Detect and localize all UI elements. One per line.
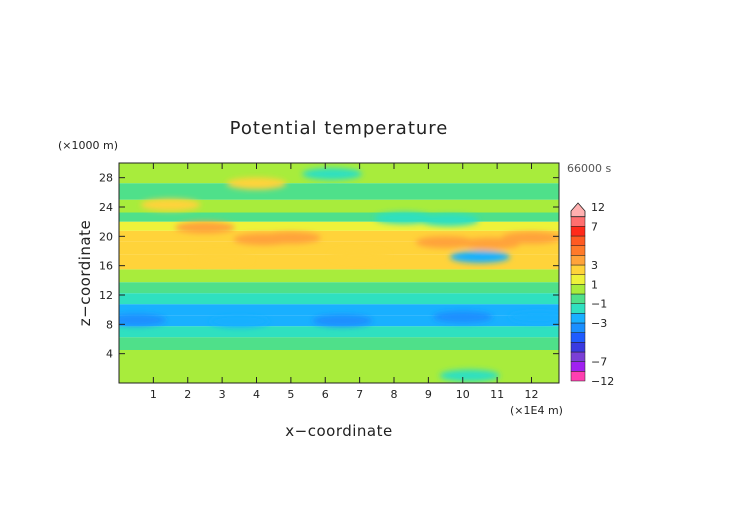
y-tick-label: 24	[99, 201, 113, 214]
y-tick-label: 20	[99, 230, 113, 243]
heatmap-anomaly	[439, 369, 500, 382]
heatmap-anomaly	[209, 315, 270, 328]
y-unit-label: (×1000 m)	[58, 139, 118, 152]
colorbar-label: −1	[591, 298, 607, 311]
time-label: 66000 s	[567, 162, 611, 175]
y-tick-label: 4	[106, 348, 113, 361]
heatmap-band	[119, 183, 559, 200]
heatmap-bands	[119, 163, 559, 383]
colorbar-swatch	[570, 303, 586, 314]
x-tick-label: 12	[525, 388, 539, 401]
heatmap-anomaly	[329, 249, 390, 262]
colorbar-swatch	[570, 361, 586, 372]
colorbar-swatch	[570, 284, 586, 295]
chart-title: Potential temperature	[230, 118, 449, 139]
heatmap-anomaly	[449, 250, 510, 263]
heatmap-band	[119, 221, 559, 231]
heatmap-anomaly	[226, 177, 287, 190]
heatmap-band	[119, 282, 559, 294]
colorbar-label: −3	[591, 317, 607, 330]
x-axis: 1 2 3 4 5 6 7 8 9 10 11 12	[150, 163, 539, 401]
y-tick-label: 8	[106, 318, 113, 331]
heatmap-band	[119, 293, 559, 305]
heatmap-band	[119, 230, 559, 242]
heatmap-anomalies	[119, 168, 559, 382]
heatmap-band	[119, 269, 559, 283]
colorbar-label: 1	[591, 278, 598, 291]
heatmap-anomaly	[192, 252, 253, 265]
y-tick-label: 28	[99, 172, 113, 185]
colorbar-swatch	[570, 342, 586, 353]
colorbar-swatch	[570, 274, 586, 285]
colorbar-swatch	[570, 293, 586, 304]
heatmap-anomaly	[260, 231, 321, 244]
plot-frame	[118, 162, 560, 384]
colorbar-swatch	[570, 313, 586, 324]
colorbar-swatch	[570, 332, 586, 343]
heatmap-anomaly	[302, 168, 363, 180]
heatmap-anomaly	[174, 221, 235, 234]
x-tick-label: 8	[391, 388, 398, 401]
colorbar-swatch	[570, 226, 586, 237]
heatmap-band	[119, 326, 559, 338]
x-tick-label: 10	[456, 388, 470, 401]
y-axis-title: z−coordinate	[76, 220, 94, 326]
colorbar-label: 3	[591, 259, 598, 272]
x-tick-label: 4	[253, 388, 260, 401]
y-axis: 4 8 12 16 20 24 28	[99, 172, 559, 361]
heatmap-band	[119, 337, 559, 350]
heatmap-anomaly	[415, 236, 476, 249]
x-tick-label: 11	[490, 388, 504, 401]
heatmap-band	[119, 212, 559, 222]
x-tick-label: 7	[356, 388, 363, 401]
x-axis-title: x−coordinate	[285, 422, 392, 440]
heatmap-anomaly	[432, 311, 493, 323]
heatmap-band	[119, 304, 559, 316]
colorbar-swatch	[570, 202, 586, 218]
y-tick-label: 16	[99, 260, 113, 273]
colorbar-swatch	[570, 351, 586, 362]
x-unit-label: (×1E4 m)	[510, 404, 563, 417]
colorbar-label: 12	[591, 201, 605, 214]
x-tick-label: 5	[287, 388, 294, 401]
colorbar-swatch	[570, 245, 586, 256]
heatmap-anomaly	[312, 314, 373, 327]
colorbar-swatch	[570, 371, 586, 382]
x-tick-label: 3	[219, 388, 226, 401]
colorbar-swatch	[570, 255, 586, 266]
x-tick-label: 6	[322, 388, 329, 401]
colorbar: 12 7 3 1 −1 −3 −7 −12	[570, 201, 614, 388]
y-tick-label: 12	[99, 289, 113, 302]
heatmap-anomaly	[419, 214, 479, 227]
colorbar-swatch	[570, 216, 586, 227]
heatmap-anomaly	[140, 198, 201, 211]
heatmap-field	[119, 163, 559, 383]
x-tick-label: 1	[150, 388, 157, 401]
colorbar-label: −7	[591, 356, 607, 369]
colorbar-swatch	[570, 235, 586, 246]
heatmap-band	[119, 350, 559, 367]
x-tick-label: 9	[425, 388, 432, 401]
heatmap-band	[119, 199, 559, 213]
heatmap-anomaly	[119, 313, 167, 326]
x-tick-label: 2	[184, 388, 191, 401]
colorbar-label: −12	[591, 375, 614, 388]
heatmap-anomaly	[508, 311, 559, 323]
colorbar-swatch	[570, 322, 586, 333]
heatmap-anomaly	[501, 231, 559, 244]
colorbar-swatch	[570, 264, 586, 275]
colorbar-label: 7	[591, 220, 598, 233]
